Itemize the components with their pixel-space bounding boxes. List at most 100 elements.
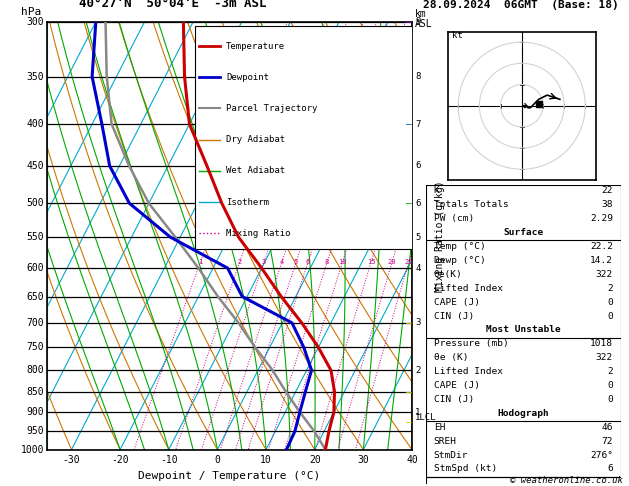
Text: 650: 650 — [26, 292, 44, 301]
Text: km: km — [415, 9, 427, 19]
Text: CAPE (J): CAPE (J) — [433, 381, 480, 390]
Text: 2: 2 — [415, 366, 421, 375]
Text: CIN (J): CIN (J) — [433, 395, 474, 404]
Text: 40°27'N  50°04'E  -3m ASL: 40°27'N 50°04'E -3m ASL — [79, 0, 266, 10]
Text: Wet Adiabat: Wet Adiabat — [226, 166, 285, 175]
Text: —: — — [406, 387, 412, 397]
Text: 6: 6 — [607, 465, 613, 473]
Text: 38: 38 — [601, 200, 613, 209]
Text: 8: 8 — [325, 260, 329, 265]
Text: StmDir: StmDir — [433, 451, 468, 460]
Text: 40: 40 — [406, 455, 418, 466]
Text: 1018: 1018 — [590, 339, 613, 348]
Text: —: — — [406, 17, 412, 27]
Text: Temp (°C): Temp (°C) — [433, 242, 486, 251]
Text: Dewpoint / Temperature (°C): Dewpoint / Temperature (°C) — [138, 471, 321, 482]
Text: 750: 750 — [26, 342, 44, 352]
Text: 2.29: 2.29 — [590, 214, 613, 223]
Text: Totals Totals: Totals Totals — [433, 200, 508, 209]
Text: —: — — [406, 198, 412, 208]
Text: 25: 25 — [404, 260, 413, 265]
Text: 0: 0 — [607, 395, 613, 404]
Text: 350: 350 — [26, 71, 44, 82]
Text: Mixing Ratio: Mixing Ratio — [226, 229, 291, 238]
Text: Dewpoint: Dewpoint — [226, 73, 269, 82]
Text: 14.2: 14.2 — [590, 256, 613, 265]
Text: Hodograph: Hodograph — [498, 409, 549, 418]
Text: 276°: 276° — [590, 451, 613, 460]
Text: 6: 6 — [415, 161, 421, 171]
Text: Lifted Index: Lifted Index — [433, 284, 503, 293]
Text: 600: 600 — [26, 263, 44, 273]
Text: —: — — [406, 417, 412, 427]
Text: kt: kt — [452, 31, 462, 40]
Text: 3: 3 — [262, 260, 266, 265]
Text: CAPE (J): CAPE (J) — [433, 297, 480, 307]
Text: 4: 4 — [280, 260, 284, 265]
Text: Surface: Surface — [503, 228, 543, 237]
Text: 450: 450 — [26, 161, 44, 171]
Text: Mixing Ratio (g/kg): Mixing Ratio (g/kg) — [435, 180, 445, 292]
Text: 5: 5 — [294, 260, 298, 265]
Text: Lifted Index: Lifted Index — [433, 367, 503, 376]
Text: StmSpd (kt): StmSpd (kt) — [433, 465, 497, 473]
Text: 22.2: 22.2 — [590, 242, 613, 251]
Text: © weatheronline.co.uk: © weatheronline.co.uk — [510, 476, 623, 485]
Text: -30: -30 — [63, 455, 81, 466]
Text: 8: 8 — [415, 72, 421, 81]
Text: 400: 400 — [26, 119, 44, 129]
Text: 5: 5 — [415, 233, 421, 242]
Text: CIN (J): CIN (J) — [433, 312, 474, 321]
Text: 950: 950 — [26, 426, 44, 436]
Text: 1: 1 — [198, 260, 203, 265]
Text: -10: -10 — [160, 455, 177, 466]
Text: 22: 22 — [601, 187, 613, 195]
Text: 0: 0 — [607, 312, 613, 321]
Text: 3: 3 — [415, 318, 421, 328]
Text: -20: -20 — [111, 455, 129, 466]
Text: 1LCL: 1LCL — [415, 414, 437, 422]
Text: 322: 322 — [596, 353, 613, 362]
Text: 1000: 1000 — [21, 445, 44, 454]
Text: 9: 9 — [415, 17, 421, 26]
Text: 4: 4 — [415, 263, 421, 273]
Text: 20: 20 — [309, 455, 321, 466]
Text: 550: 550 — [26, 232, 44, 242]
Text: 2: 2 — [237, 260, 242, 265]
Text: 0: 0 — [607, 297, 613, 307]
Text: 900: 900 — [26, 407, 44, 417]
Text: 0: 0 — [214, 455, 220, 466]
Text: 7: 7 — [415, 120, 421, 129]
Text: Isotherm: Isotherm — [226, 198, 269, 207]
Text: 0: 0 — [607, 381, 613, 390]
Text: 2: 2 — [607, 367, 613, 376]
Text: 1: 1 — [415, 408, 421, 417]
Text: Pressure (mb): Pressure (mb) — [433, 339, 508, 348]
Text: 10: 10 — [260, 455, 272, 466]
Text: 700: 700 — [26, 318, 44, 328]
Text: Most Unstable: Most Unstable — [486, 326, 560, 334]
Text: 30: 30 — [357, 455, 369, 466]
Text: —: — — [406, 119, 412, 129]
Text: 300: 300 — [26, 17, 44, 27]
Text: 72: 72 — [601, 436, 613, 446]
Text: SREH: SREH — [433, 436, 457, 446]
Text: K: K — [433, 187, 440, 195]
Text: PW (cm): PW (cm) — [433, 214, 474, 223]
Text: 15: 15 — [367, 260, 376, 265]
Text: 6: 6 — [306, 260, 310, 265]
Text: θe (K): θe (K) — [433, 353, 468, 362]
Text: 46: 46 — [601, 423, 613, 432]
Text: EH: EH — [433, 423, 445, 432]
Text: 20: 20 — [387, 260, 396, 265]
Text: 850: 850 — [26, 387, 44, 397]
Text: 6: 6 — [415, 199, 421, 208]
Text: Dewp (°C): Dewp (°C) — [433, 256, 486, 265]
Text: —: — — [406, 318, 412, 328]
Bar — [195, 26, 414, 249]
Text: 2: 2 — [607, 284, 613, 293]
Text: ASL: ASL — [415, 19, 433, 29]
Text: Dry Adiabat: Dry Adiabat — [226, 135, 285, 144]
Text: 322: 322 — [596, 270, 613, 279]
Text: 28.09.2024  06GMT  (Base: 18): 28.09.2024 06GMT (Base: 18) — [423, 0, 618, 10]
